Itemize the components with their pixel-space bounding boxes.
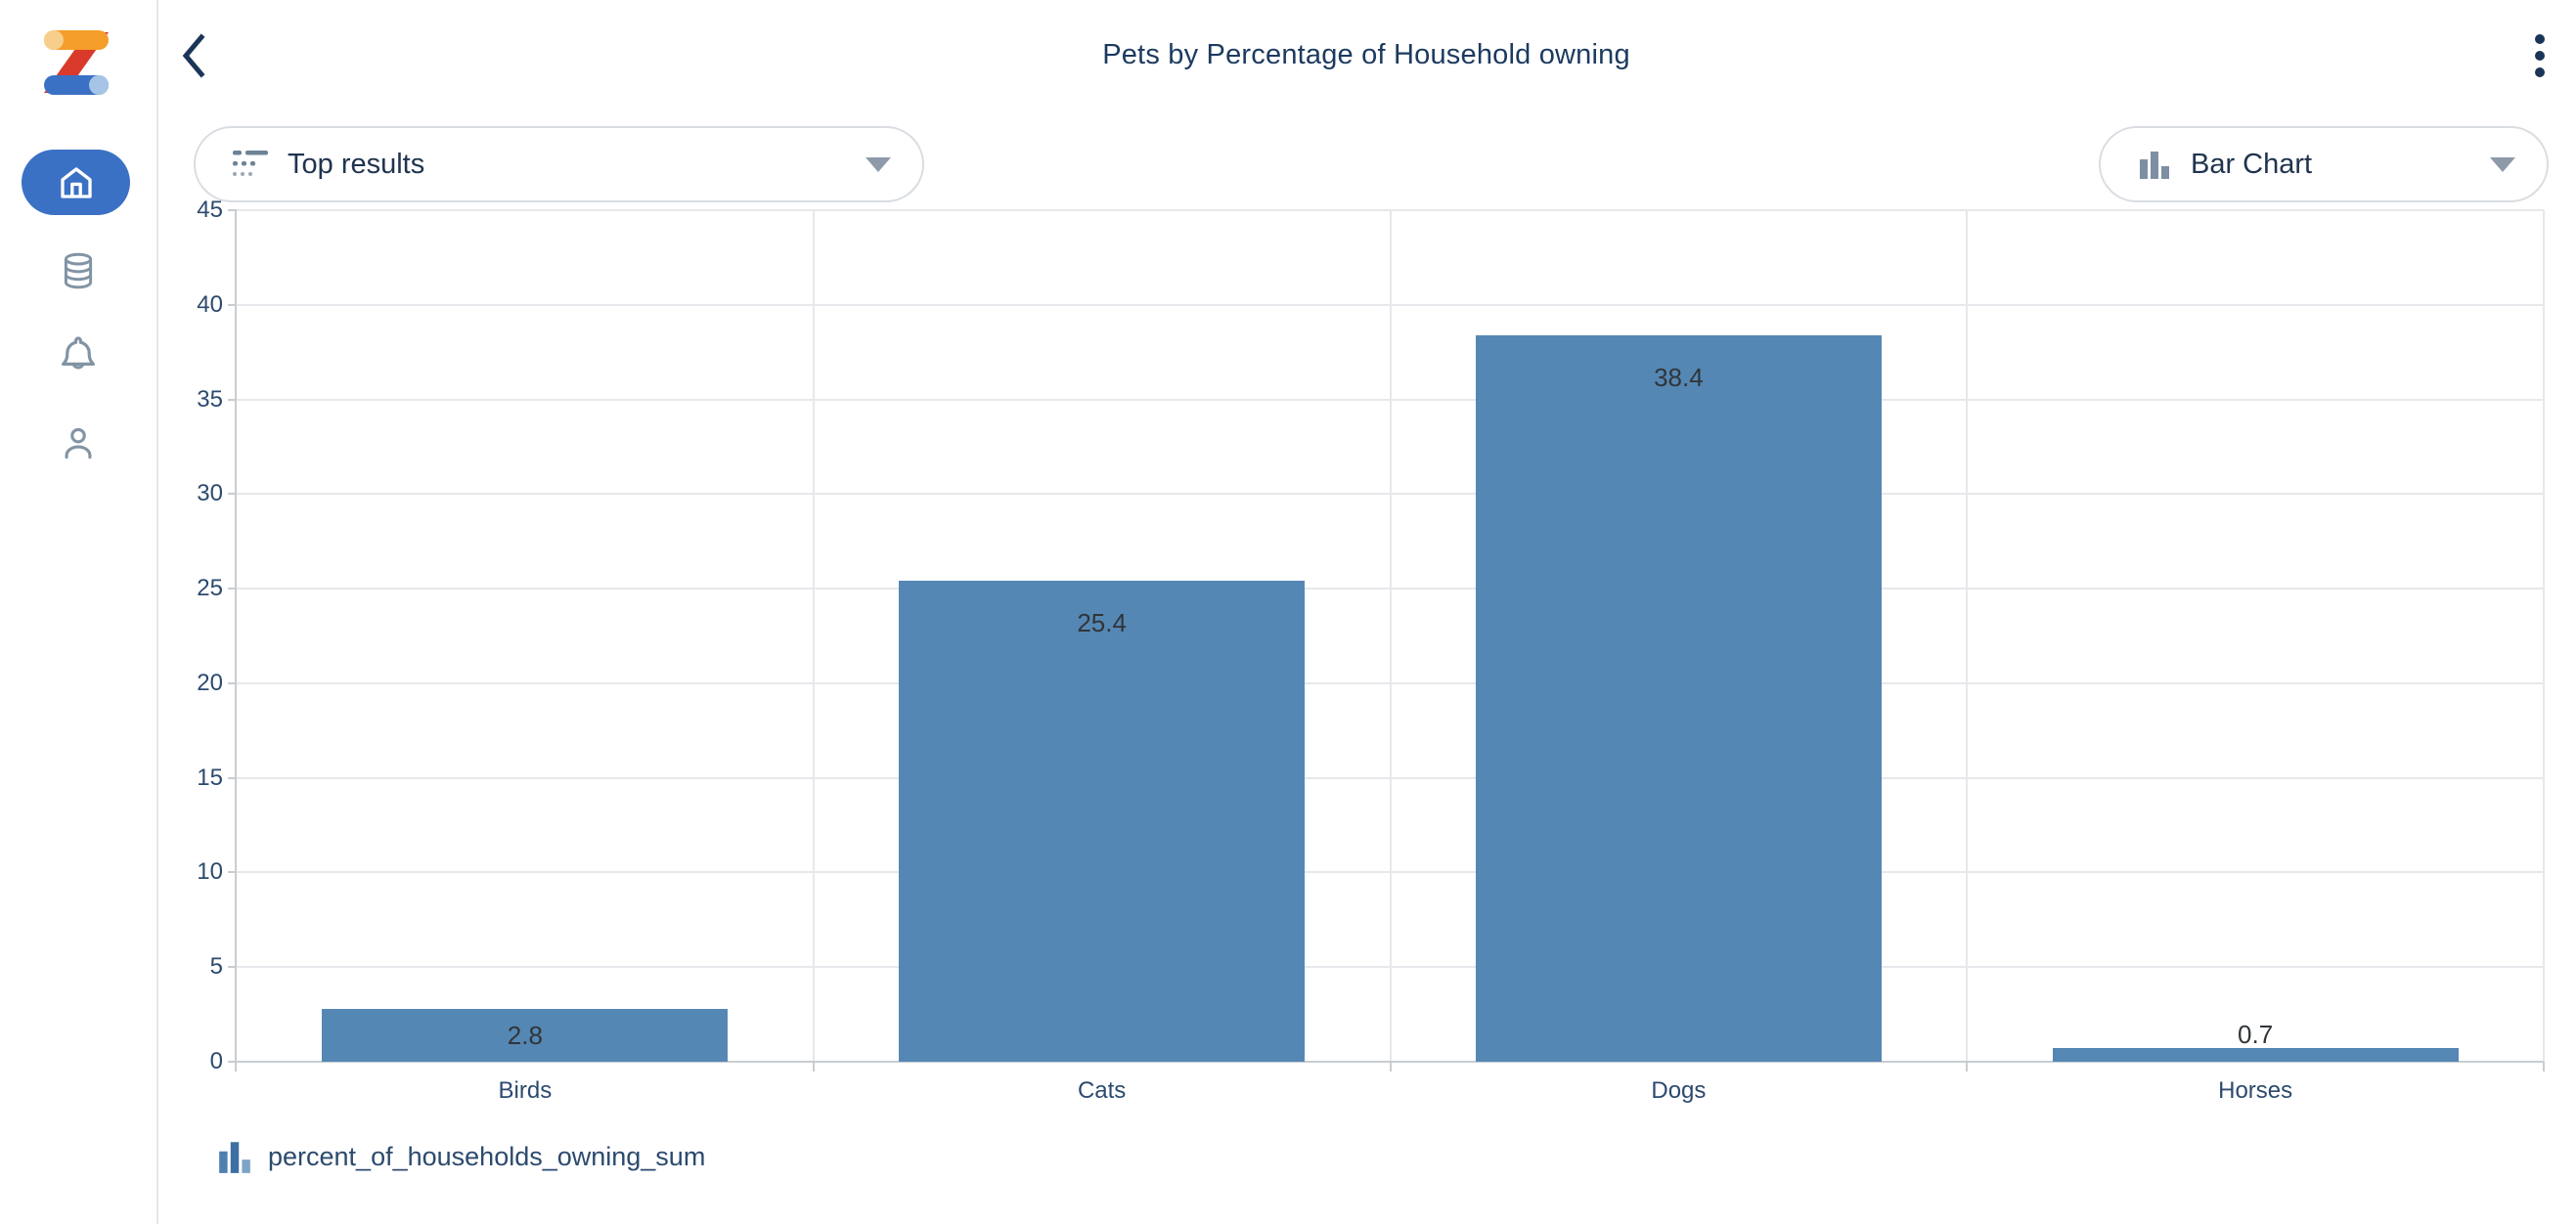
sidebar-item-notifications[interactable] <box>0 330 156 381</box>
x-tick <box>1966 1062 1969 1071</box>
y-tick <box>228 588 237 590</box>
v-gridline <box>1966 210 1969 1062</box>
y-tick-label: 20 <box>197 669 223 696</box>
sidebar <box>0 0 158 1224</box>
bar-value-label: 25.4 <box>1077 608 1127 638</box>
page-title: Pets by Percentage of Household owning <box>1102 39 1630 70</box>
back-button[interactable] <box>172 29 215 82</box>
x-axis-label: Cats <box>1077 1077 1127 1104</box>
bell-icon <box>61 336 95 370</box>
x-axis-label: Birds <box>498 1077 553 1104</box>
y-tick-label: 40 <box>197 290 223 318</box>
chevron-left-icon <box>182 33 205 78</box>
legend-series-label: percent_of_households_owning_sum <box>268 1141 706 1171</box>
v-gridline <box>2543 210 2545 1062</box>
y-tick <box>228 776 237 779</box>
v-gridline <box>1389 210 1392 1062</box>
x-tick <box>1389 1062 1392 1071</box>
y-tick-label: 35 <box>197 385 223 413</box>
y-tick <box>228 1061 237 1063</box>
kebab-menu-icon <box>2535 34 2545 44</box>
sidebar-item-profile[interactable] <box>0 418 156 467</box>
chevron-down-icon <box>866 156 891 172</box>
zing-logo-icon <box>44 30 109 95</box>
bar-value-label: 2.8 <box>507 1020 543 1050</box>
y-tick <box>228 209 237 211</box>
y-tick <box>228 966 237 969</box>
x-axis-line <box>237 1061 2544 1063</box>
x-tick <box>2543 1062 2545 1071</box>
more-options-button[interactable] <box>2521 27 2558 84</box>
bar-chart-icon <box>2140 152 2169 179</box>
y-tick <box>228 681 237 684</box>
y-tick-label: 30 <box>197 480 223 507</box>
legend: percent_of_households_owning_sum <box>217 1138 705 1175</box>
bar-value-label: 38.4 <box>1654 362 1704 392</box>
home-icon <box>60 166 92 198</box>
v-gridline <box>812 210 815 1062</box>
x-axis-label: Horses <box>2218 1077 2293 1104</box>
y-tick <box>228 398 237 401</box>
y-tick-label: 0 <box>209 1048 223 1074</box>
top-results-dropdown[interactable]: Top results <box>194 126 924 202</box>
y-tick <box>228 871 237 874</box>
y-tick <box>228 303 237 306</box>
y-tick-label: 15 <box>197 764 223 791</box>
y-tick-label: 10 <box>197 858 223 886</box>
top-results-label: Top results <box>288 148 425 180</box>
chart-type-dropdown[interactable]: Bar Chart <box>2099 126 2549 202</box>
bar[interactable] <box>322 1008 729 1062</box>
legend-series-icon <box>219 1142 250 1173</box>
sidebar-item-home[interactable] <box>22 150 130 215</box>
top-results-icon <box>233 151 268 176</box>
bar[interactable] <box>899 581 1306 1062</box>
database-icon <box>64 252 93 289</box>
y-tick <box>228 493 237 496</box>
y-tick-label: 5 <box>209 953 223 981</box>
y-tick-label: 45 <box>197 197 223 223</box>
bar[interactable] <box>2052 1048 2459 1062</box>
chart-type-label: Bar Chart <box>2191 148 2313 180</box>
y-tick-label: 25 <box>197 575 223 602</box>
bar-value-label: 0.7 <box>2238 1020 2274 1050</box>
sidebar-item-data-sources[interactable] <box>0 248 156 293</box>
x-axis-label: Dogs <box>1651 1077 1707 1104</box>
person-icon <box>65 427 92 459</box>
x-tick <box>812 1062 815 1071</box>
chevron-down-icon <box>2490 156 2515 172</box>
bar[interactable] <box>1475 334 1882 1062</box>
y-axis-line <box>235 210 237 1071</box>
